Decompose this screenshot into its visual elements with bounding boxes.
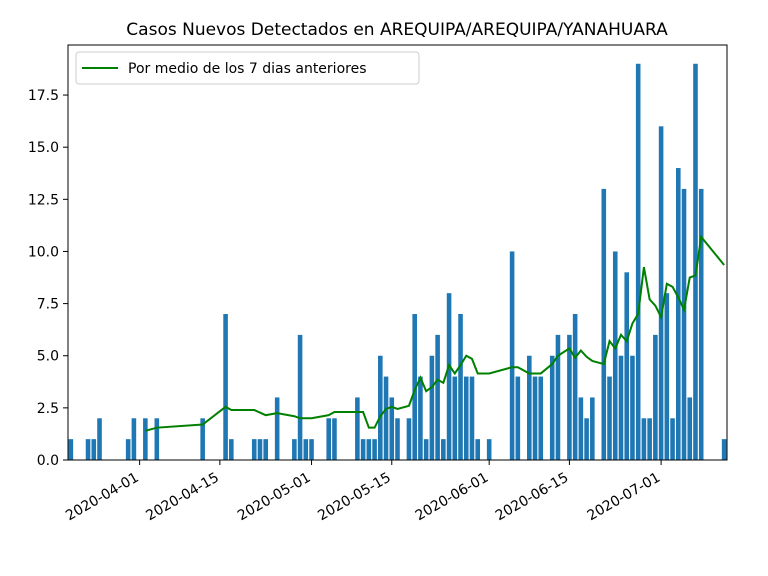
bar (366, 439, 372, 460)
bar (423, 439, 429, 460)
x-tick-label: 2020-07-01 (585, 470, 663, 525)
bar (355, 397, 360, 460)
bar (131, 418, 137, 460)
bar (681, 188, 687, 460)
bar (647, 418, 652, 460)
bar (125, 439, 131, 460)
bar (676, 168, 681, 461)
bar (693, 63, 698, 461)
bar (653, 334, 658, 460)
bar (630, 355, 635, 460)
bar (572, 314, 578, 460)
y-tick-label: 5.0 (37, 349, 59, 365)
x-tick-label: 2020-04-01 (63, 470, 141, 525)
y-tick-label: 17.5 (28, 88, 59, 104)
bar (274, 397, 280, 460)
bar (549, 355, 555, 460)
y-tick-label: 0.0 (37, 453, 59, 469)
bar (458, 314, 463, 460)
bar (527, 355, 532, 460)
bar (372, 439, 377, 460)
bar (332, 418, 337, 460)
bar (68, 439, 74, 460)
bar (389, 397, 395, 460)
bar (721, 439, 727, 460)
bar (91, 439, 97, 460)
bar (200, 418, 205, 460)
x-tick-label: 2020-05-15 (315, 470, 393, 525)
bar (251, 439, 257, 460)
bar (607, 376, 612, 460)
bar (590, 397, 595, 460)
legend: Por medio de los 7 dias anteriores (75, 51, 420, 85)
bar (406, 418, 412, 460)
bar (532, 376, 538, 460)
y-tick-label: 7.5 (37, 297, 59, 313)
bar (309, 439, 314, 460)
bar (412, 314, 417, 460)
bar (441, 439, 446, 460)
bar (223, 314, 228, 460)
bar (97, 418, 102, 460)
bar (509, 251, 515, 460)
bar (395, 418, 400, 460)
y-tick-label: 15.0 (28, 140, 59, 156)
bar (601, 188, 607, 460)
bar (567, 334, 572, 460)
bar (664, 293, 670, 460)
bar (469, 376, 475, 460)
y-tick-label: 2.5 (37, 401, 59, 417)
bar (538, 376, 544, 460)
bar (624, 272, 630, 460)
bar (475, 439, 481, 460)
bar (297, 334, 303, 460)
bar (303, 439, 309, 460)
bar (383, 376, 389, 460)
bar (429, 355, 435, 460)
bar (263, 439, 268, 460)
x-tick-label: 2020-06-15 (493, 470, 571, 525)
chart-title: Casos Nuevos Detectados en AREQUIPA/AREQ… (126, 20, 668, 40)
bar (452, 376, 458, 460)
bar (555, 334, 561, 460)
bar (612, 251, 618, 460)
line-layer (145, 234, 725, 432)
legend-box (75, 51, 420, 85)
bar (360, 439, 366, 460)
bar (618, 355, 624, 460)
bar (378, 355, 383, 460)
bar (658, 126, 664, 460)
bar (143, 418, 148, 460)
bar (463, 376, 469, 460)
plot-frame (67, 44, 728, 461)
bars-layer (68, 63, 727, 461)
bar (578, 397, 584, 460)
bar (641, 418, 647, 460)
bar (257, 439, 263, 460)
bar (326, 418, 332, 460)
bar (435, 334, 440, 460)
bar (85, 439, 91, 460)
bar (584, 418, 589, 460)
series-line-7day-average (145, 234, 725, 432)
bar (515, 376, 521, 460)
bar (670, 418, 675, 460)
y-tick-label: 12.5 (28, 192, 59, 208)
bar (292, 439, 297, 460)
bar (418, 376, 423, 460)
x-tick-label: 2020-04-15 (143, 470, 221, 525)
bar (229, 439, 234, 460)
bar (698, 188, 704, 460)
bar (154, 418, 160, 460)
bar (486, 439, 492, 460)
bar (687, 397, 693, 460)
x-tick-label: 2020-06-01 (413, 470, 491, 525)
bar (446, 293, 452, 460)
legend-label: Por medio de los 7 dias anteriores (128, 61, 367, 77)
bar (635, 63, 641, 461)
y-tick-label: 10.0 (28, 244, 59, 260)
x-tick-label: 2020-05-01 (235, 470, 313, 525)
